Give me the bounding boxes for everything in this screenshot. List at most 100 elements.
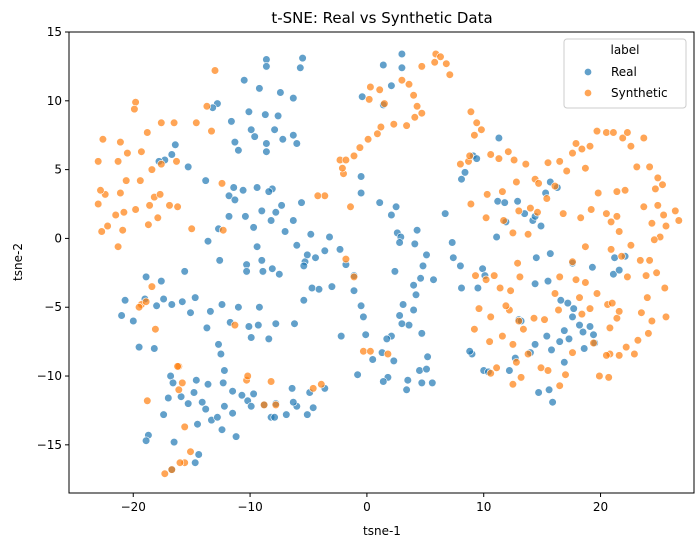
point-real [257,206,266,215]
point-synthetic [417,109,426,118]
point-synthetic [587,205,596,214]
x-tick-label: 10 [476,500,491,514]
point-real [255,84,264,93]
point-synthetic [615,307,624,316]
point-real [203,380,213,389]
point-synthetic [346,202,355,211]
point-real [368,355,377,364]
point-real [303,410,312,419]
point-real [264,334,273,344]
point-synthetic [130,104,139,114]
point-real [206,307,215,316]
point-real [244,322,253,331]
point-synthetic [466,107,476,116]
point-real [230,138,239,147]
point-real [152,301,161,310]
point-real [232,432,241,441]
point-synthetic [271,400,280,410]
point-real [423,352,432,361]
point-real [361,330,370,339]
point-synthetic [472,118,481,127]
point-synthetic [508,228,518,237]
point-real [288,384,297,393]
point-synthetic [430,58,439,67]
point-real [249,389,258,399]
point-real [309,403,318,412]
point-real [274,111,283,120]
point-synthetic [260,400,269,410]
point-synthetic [131,205,140,214]
point-synthetic [554,305,563,315]
point-synthetic [122,176,131,185]
point-real [441,209,450,218]
point-synthetic [187,224,196,233]
point-real [465,347,474,356]
point-synthetic [585,142,595,151]
point-synthetic [509,155,519,165]
point-real [224,191,234,200]
point-synthetic [494,154,504,163]
point-real [271,319,280,328]
point-synthetic [512,358,521,367]
point-real [357,188,366,198]
point-real [142,436,151,445]
point-real [416,274,425,283]
point-synthetic [365,95,374,104]
point-synthetic [482,213,491,222]
point-real [575,321,584,330]
point-real [241,212,250,221]
point-real [578,327,588,337]
point-synthetic [341,255,351,264]
point-real [230,195,239,204]
x-axis: −20 −10 0 10 20 [121,493,608,514]
y-tick-label: −10 [37,369,62,383]
point-synthetic [513,259,522,268]
point-real [409,281,418,290]
point-real [296,63,305,72]
legend-marker-real [583,67,593,77]
point-real [281,227,290,236]
point-real [397,63,407,72]
point-real [278,135,287,144]
point-synthetic [589,338,598,348]
point-synthetic [592,127,602,136]
point-real [142,272,151,282]
point-synthetic [436,52,445,61]
point-synthetic [639,133,648,143]
point-synthetic [660,283,669,293]
point-real [186,308,195,317]
plot-frame [68,31,695,494]
point-real [189,388,199,397]
point-synthetic [309,384,318,393]
x-tick-label: 0 [363,500,371,514]
point-real [157,277,166,286]
point-real [191,458,200,467]
point-synthetic [576,213,585,222]
point-synthetic [594,188,603,198]
chart-title: t-SNE: Real vs Synthetic Data [271,9,492,27]
point-synthetic [364,135,373,144]
point-synthetic [626,241,636,250]
point-real [532,253,541,262]
point-real [298,53,307,63]
point-real [493,197,502,206]
point-synthetic [623,128,632,137]
legend-label-synthetic: Synthetic [611,86,668,100]
point-real [171,140,180,149]
point-real [198,398,207,407]
point-synthetic [568,257,577,266]
point-synthetic [617,252,626,261]
point-synthetic [650,235,659,244]
point-synthetic [470,325,479,334]
point-real [585,322,595,331]
point-real [548,398,557,407]
point-synthetic [571,275,581,284]
point-synthetic [568,149,577,158]
point-real [543,277,553,286]
point-synthetic [103,221,112,231]
point-synthetic [445,70,454,79]
point-real [261,110,270,119]
point-synthetic [123,149,132,158]
point-real [403,376,412,385]
